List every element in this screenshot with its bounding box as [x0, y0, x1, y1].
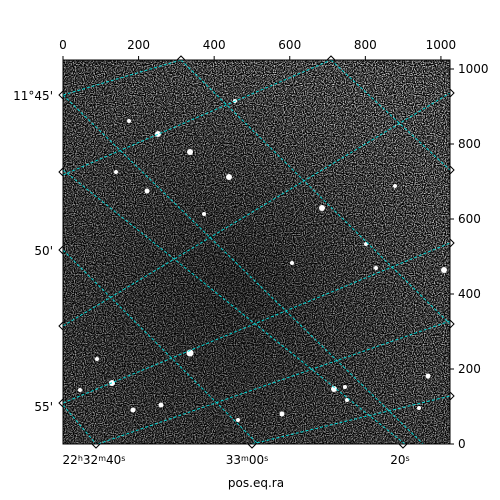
grid-line [63, 249, 259, 444]
grid-line [97, 320, 450, 444]
star [374, 266, 378, 270]
grid-line [63, 60, 182, 96]
stars [78, 99, 447, 422]
top-tick-label: 0 [59, 38, 67, 52]
star [127, 119, 131, 123]
world-tick [449, 391, 455, 401]
grid-line [180, 60, 450, 325]
star [155, 131, 161, 137]
top-tick-label: 200 [127, 38, 150, 52]
star [417, 406, 421, 410]
image-dark-region [63, 60, 450, 444]
ra-tick-label: 33m00s [226, 453, 269, 467]
world-tick [58, 398, 64, 408]
star [236, 418, 240, 422]
dec-tick-label: 55' [34, 400, 53, 414]
star [319, 205, 325, 211]
coordinate-grid [63, 60, 450, 444]
grid-line [63, 169, 406, 444]
star [425, 373, 431, 379]
star [393, 184, 397, 188]
world-tick [91, 443, 101, 449]
star [279, 411, 285, 417]
plot-frame [62, 59, 451, 445]
right-tick-label: 600 [458, 212, 481, 226]
ra-tick-label: 22h32m40s [63, 453, 126, 467]
star [187, 149, 193, 155]
world-tick [58, 167, 64, 177]
top-tick-label: 400 [203, 38, 226, 52]
axis-ticks [58, 55, 455, 449]
dec-tick-label: 11°45' [13, 89, 53, 103]
star [226, 174, 232, 180]
star [144, 188, 150, 194]
world-tick [449, 165, 455, 175]
right-tick-label: 200 [458, 362, 481, 376]
right-tick-label: 800 [458, 137, 481, 151]
axis-labels: 0 200 400 600 800 1000 0 200 400 600 800 1000 11°45'… [13, 38, 488, 467]
right-tick-label: 0 [458, 437, 466, 451]
grid-line [330, 60, 450, 171]
grid-line [251, 395, 450, 444]
star [78, 388, 82, 392]
world-tick [449, 88, 455, 98]
dec-tick-label: 50' [34, 244, 53, 258]
star [331, 386, 337, 392]
world-tick [449, 319, 455, 329]
image-area [63, 60, 450, 444]
star [158, 402, 164, 408]
right-tick-label: 1000 [458, 62, 489, 76]
top-tick-label: 1000 [426, 38, 457, 52]
star [95, 357, 99, 361]
world-tick [398, 443, 408, 449]
star [343, 385, 347, 389]
world-tick [247, 443, 257, 449]
top-tick-label: 600 [278, 38, 301, 52]
grid-line [63, 60, 332, 176]
right-tick-label: 400 [458, 287, 481, 301]
top-tick-label: 800 [354, 38, 377, 52]
star [441, 267, 447, 273]
world-tick [326, 55, 336, 61]
world-tick [449, 238, 455, 248]
grid-line [63, 404, 97, 444]
world-tick [58, 90, 64, 100]
grid-line [63, 92, 450, 327]
star [345, 398, 349, 402]
x-axis-title: pos.eq.ra [228, 476, 284, 490]
star [114, 170, 118, 174]
star [290, 261, 294, 265]
star [130, 407, 136, 413]
world-tick [176, 55, 186, 61]
world-tick [58, 321, 64, 331]
world-tick [58, 245, 64, 255]
star [202, 212, 206, 216]
ra-tick-label: 20s [390, 453, 409, 467]
